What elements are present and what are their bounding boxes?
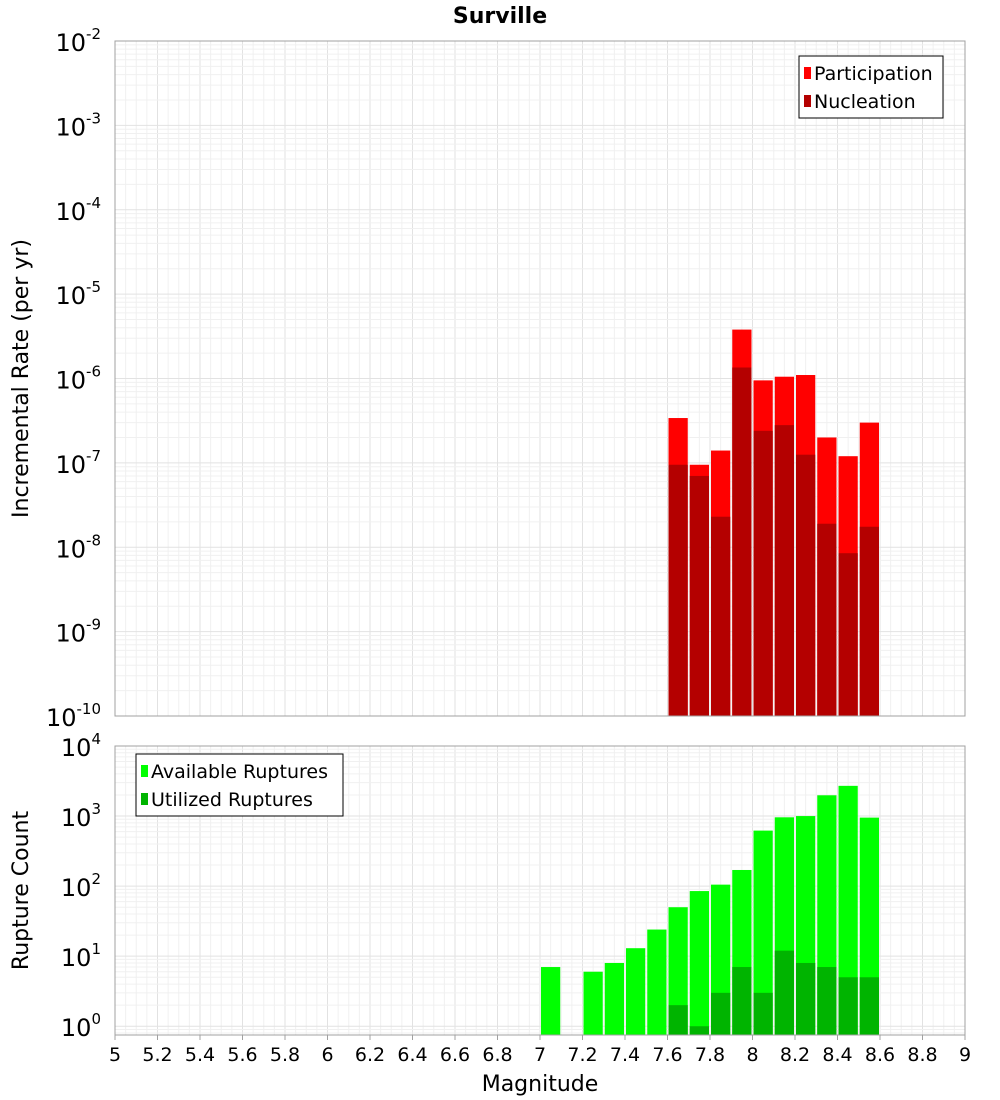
- count-bar-secondary: [774, 950, 794, 1035]
- count-panel: 100 101 102 103 104 Rupture Count Available …: [9, 730, 966, 1042]
- count-bars: [541, 785, 879, 1035]
- x-tick-label: 7: [534, 1044, 546, 1066]
- count-legend-swatch: [141, 765, 148, 777]
- rate-y-tick-label: 10-4: [55, 194, 101, 226]
- count-bar-primary: [647, 929, 667, 1035]
- count-bar-primary: [668, 907, 688, 1035]
- x-tick-label: 5.6: [227, 1044, 257, 1066]
- rate-bar-secondary: [689, 475, 709, 716]
- count-bar-secondary: [732, 967, 752, 1035]
- rate-y-tick-label: 10-2: [55, 25, 101, 57]
- rate-y-tick-label: 10-9: [55, 616, 101, 648]
- rate-legend-label: Participation: [814, 63, 933, 85]
- x-tick-label: 6.4: [397, 1044, 427, 1066]
- count-y-tick-label: 104: [61, 730, 101, 762]
- rate-grid: [114, 41, 966, 717]
- rate-bar-secondary: [774, 425, 794, 716]
- x-tick-label: 8: [746, 1044, 758, 1066]
- x-tick-label: 8.8: [907, 1044, 937, 1066]
- count-bar-primary: [753, 830, 773, 1035]
- x-tick-label: 8.2: [780, 1044, 810, 1066]
- rate-bar-secondary: [711, 516, 731, 716]
- count-bar-secondary: [711, 992, 731, 1035]
- rate-y-axis-label: Incremental Rate (per yr): [9, 239, 34, 518]
- x-tick-label: 6.2: [355, 1044, 385, 1066]
- rate-legend: Participation Nucleation: [798, 55, 944, 119]
- x-tick-label: 6.8: [482, 1044, 512, 1066]
- x-tick-label: 6.6: [440, 1044, 470, 1066]
- rate-y-tick-label: 10-7: [55, 447, 101, 479]
- x-tick-label: 7.8: [695, 1044, 725, 1066]
- count-bar-secondary: [689, 1026, 709, 1035]
- count-legend-box: [135, 753, 344, 817]
- rate-y-tick-label: 10-8: [55, 531, 101, 563]
- rate-panel: 10-10 10-9 10-8 10-7 10-6 10-5 10-4 10-3 10-2 In…: [9, 25, 966, 732]
- rate-legend-label: Nucleation: [814, 91, 916, 113]
- rate-y-tick-label: 10-3: [55, 109, 101, 141]
- count-y-ticks: 100 101 102 103 104: [61, 730, 101, 1042]
- x-tick-label: 7.4: [610, 1044, 640, 1066]
- count-legend: Available Ruptures Utilized Ruptures: [135, 753, 344, 817]
- rate-bar-secondary: [753, 430, 773, 716]
- rate-bar-secondary: [817, 523, 837, 716]
- rate-bar-secondary: [859, 526, 879, 716]
- x-tick-label: 8.4: [822, 1044, 852, 1066]
- x-tick-label: 7.6: [652, 1044, 682, 1066]
- count-bar-primary: [604, 962, 624, 1035]
- x-tick-label: 5: [109, 1044, 121, 1066]
- rate-legend-box: [798, 55, 944, 119]
- rate-bar-secondary: [732, 367, 752, 716]
- rate-legend-swatch: [804, 67, 811, 79]
- rate-y-tick-label: 10-10: [46, 700, 101, 732]
- count-bar-primary: [541, 967, 561, 1035]
- count-y-axis-label: Rupture Count: [9, 811, 34, 971]
- rate-y-tick-label: 10-6: [55, 363, 101, 395]
- rate-y-ticks: 10-10 10-9 10-8 10-7 10-6 10-5 10-4 10-3 10-2: [46, 25, 101, 732]
- count-bar-primary: [626, 948, 646, 1035]
- count-y-tick-label: 101: [61, 940, 101, 972]
- rate-bars: [668, 329, 879, 716]
- count-bar-secondary: [796, 962, 816, 1035]
- rate-bar-secondary: [668, 464, 688, 716]
- x-tick-label: 7.2: [567, 1044, 597, 1066]
- chart-title: Surville: [453, 4, 547, 29]
- x-ticks: 5 5.2 5.4 5.6 5.8 6 6.2 6.4 6.6 6.8 7 7.2 7.4 7.6 7.8 8…: [109, 1035, 971, 1066]
- count-bar-secondary: [838, 977, 858, 1035]
- rate-plot-frame: [114, 40, 966, 717]
- x-axis-label: Magnitude: [482, 1072, 599, 1097]
- count-y-tick-label: 103: [61, 800, 101, 832]
- count-bar-primary: [583, 971, 603, 1035]
- rate-y-tick-label: 10-5: [55, 278, 101, 310]
- count-bar-secondary: [753, 992, 773, 1035]
- count-legend-label: Utilized Ruptures: [151, 789, 313, 811]
- rate-bar-secondary: [838, 553, 858, 716]
- count-legend-swatch: [141, 793, 148, 805]
- count-bar-primary: [838, 785, 858, 1035]
- count-bar-secondary: [817, 967, 837, 1035]
- x-tick-label: 8.6: [865, 1044, 895, 1066]
- count-bar-primary: [689, 891, 709, 1035]
- x-tick-label: 6: [321, 1044, 333, 1066]
- count-y-tick-label: 100: [61, 1010, 101, 1042]
- rate-legend-swatch: [804, 95, 811, 107]
- x-tick-label: 5.8: [270, 1044, 300, 1066]
- x-tick-label: 9: [959, 1044, 971, 1066]
- count-y-tick-label: 102: [61, 870, 101, 902]
- x-tick-label: 5.2: [142, 1044, 172, 1066]
- count-bar-secondary: [668, 1005, 688, 1035]
- count-bar-secondary: [859, 977, 879, 1035]
- count-legend-label: Available Ruptures: [151, 761, 328, 783]
- x-tick-label: 5.4: [185, 1044, 215, 1066]
- rate-bar-secondary: [796, 454, 816, 716]
